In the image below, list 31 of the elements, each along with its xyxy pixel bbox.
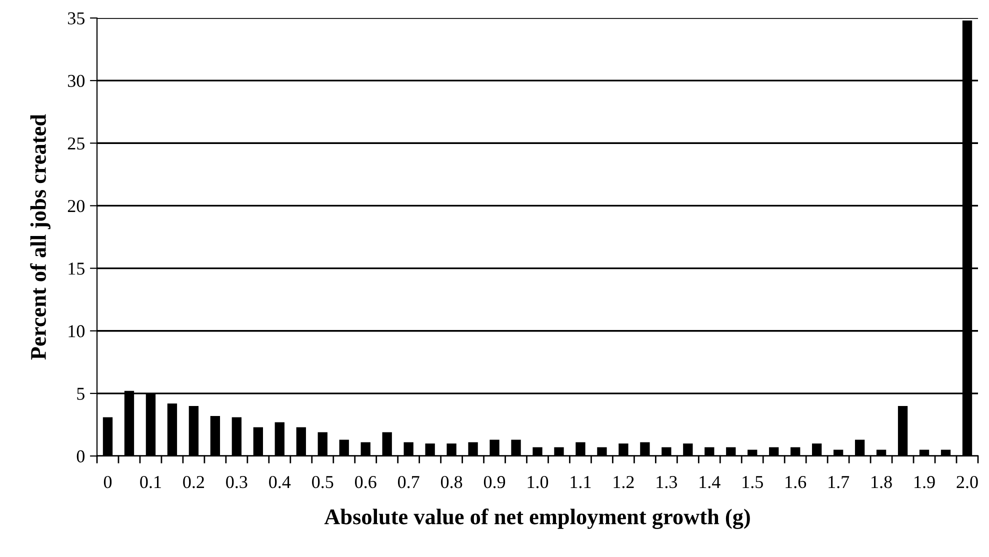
y-tick-label: 15 xyxy=(68,262,84,275)
x-tick-label: 0.2 xyxy=(183,476,204,488)
x-tick-label: 0.1 xyxy=(140,476,161,488)
x-tick-label: 1.5 xyxy=(742,476,763,488)
x-tick-label: 0.7 xyxy=(398,476,420,488)
y-axis-title: Percent of all jobs created xyxy=(30,114,50,360)
x-axis-title: Absolute value of net employment growth (g) xyxy=(324,508,750,530)
x-tick-label: 0.4 xyxy=(269,476,291,488)
y-tick-label: 10 xyxy=(68,325,85,338)
x-tick-label: 0.9 xyxy=(484,476,506,488)
x-tick-label: 1.0 xyxy=(528,476,548,488)
x-tick-label: 1.7 xyxy=(828,476,850,488)
x-tick-label: 1.4 xyxy=(700,476,720,488)
x-tick-label: 1.9 xyxy=(914,476,935,488)
x-tick-label: 0.8 xyxy=(440,476,462,488)
x-tick-label: 0 xyxy=(104,476,112,488)
x-tick-label: 0.6 xyxy=(355,476,376,488)
y-tick-label: 25 xyxy=(68,137,84,150)
x-tick-label: 0.5 xyxy=(312,476,334,488)
x-tick-label: 1.2 xyxy=(614,476,634,488)
y-tick-label: 30 xyxy=(68,74,85,88)
y-tick-label: 5 xyxy=(77,388,84,400)
y-tick-label: 20 xyxy=(68,200,85,212)
x-tick-label: 1.8 xyxy=(872,476,892,488)
y-tick-label: 35 xyxy=(68,12,84,24)
x-tick-label: 1.6 xyxy=(786,476,806,488)
x-tick-label: 1.3 xyxy=(656,476,678,488)
x-tick-label: 0.3 xyxy=(226,476,248,488)
x-tick-label: 1.1 xyxy=(570,476,591,488)
x-tick-label: 2.0 xyxy=(956,476,978,488)
y-tick-label: 0 xyxy=(76,450,85,462)
